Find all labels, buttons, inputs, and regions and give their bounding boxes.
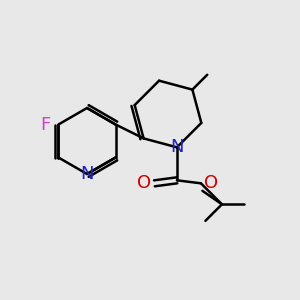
Text: O: O xyxy=(204,174,218,192)
Text: N: N xyxy=(170,138,184,156)
Text: F: F xyxy=(41,116,51,134)
Text: O: O xyxy=(137,174,152,192)
Text: N: N xyxy=(80,165,94,183)
